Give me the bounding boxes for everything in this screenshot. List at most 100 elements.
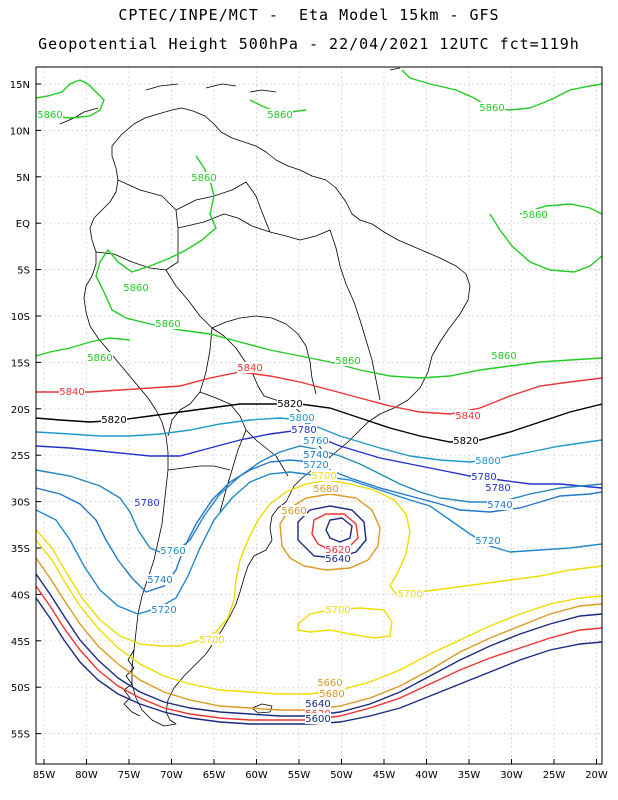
lat-tick-label: 15N: [10, 80, 30, 91]
contour-label-bg: [317, 677, 343, 688]
contour-5860-atlantic: [489, 203, 602, 273]
contour-label-bg: [479, 102, 505, 113]
lon-tick-label: 30W: [500, 770, 523, 781]
contour-label-bg: [191, 172, 217, 183]
contour-label: 5800: [475, 456, 500, 467]
map-title-line-1: CPTEC/INPE/MCT - Eta Model 15km - GFS: [118, 6, 500, 24]
contour-label-bg: [522, 209, 548, 220]
contour-label: 5860: [491, 351, 516, 362]
lat-tick-label: 5N: [16, 173, 30, 184]
lat-tick-label: 40S: [11, 590, 30, 601]
contour-label: 5700: [311, 471, 336, 482]
contour-lines: [36, 69, 602, 725]
lat-tick-label: 25S: [11, 451, 30, 462]
contour-label: 5760: [303, 436, 328, 447]
lon-tick-label: 35W: [458, 770, 481, 781]
contour-label: 5860: [191, 173, 216, 184]
contour-label-bg: [455, 410, 481, 421]
contour-label: 5720: [475, 536, 500, 547]
longitude-axis: 85W 80W 75W 70W 65W 60W 55W 50W 45W 40W 35W 30W 25W 2…: [33, 759, 608, 781]
contour-labels: 5860 5860 5860 5860 5860 5860 5860 5860 5860 5860…: [37, 102, 548, 725]
lon-tick-label: 70W: [160, 770, 183, 781]
contour-5740: [36, 459, 602, 593]
contour-label-bg: [134, 497, 160, 508]
lat-tick-label: 35S: [11, 544, 30, 555]
contour-label: 5620: [325, 545, 350, 556]
contour-label: 5680: [313, 484, 338, 495]
contour-label: 5740: [487, 500, 512, 511]
contour-label: 5600: [305, 714, 330, 725]
contour-label-bg: [59, 386, 85, 397]
lon-tick-label: 45W: [373, 770, 396, 781]
chile-archipelago: [123, 649, 141, 717]
contour-5760: [36, 445, 602, 557]
contour-label: 5780: [485, 483, 510, 494]
contour-label: 5660: [317, 678, 342, 689]
contour-label-bg: [281, 505, 307, 516]
lat-tick-label: 55S: [11, 730, 30, 741]
contour-label: 5760: [160, 546, 185, 557]
contour-label-bg: [267, 109, 293, 120]
contour-label-bg: [237, 362, 263, 373]
contour-label: 5680: [319, 689, 344, 700]
contour-label: 5700: [325, 605, 350, 616]
contour-label-bg: [319, 688, 345, 699]
contour-label: 5860: [87, 353, 112, 364]
contour-south-5640: [36, 585, 602, 721]
contour-label: 5700: [199, 635, 224, 646]
contour-label: 5720: [303, 460, 328, 471]
lat-tick-label: 10S: [11, 312, 30, 323]
contour-label-bg: [151, 604, 177, 615]
contour-label-bg: [305, 713, 331, 724]
lat-tick-label: 30S: [11, 498, 30, 509]
lat-tick-label: 20S: [11, 405, 30, 416]
contour-label-bg: [325, 544, 351, 555]
contour-label-bg: [289, 412, 315, 423]
contour-5860-caribbean: [249, 69, 602, 113]
lon-tick-label: 55W: [288, 770, 311, 781]
contour-label: 5840: [237, 363, 262, 374]
contour-label: 5800: [289, 413, 314, 424]
lon-tick-label: 75W: [118, 770, 141, 781]
contour-label-bg: [101, 414, 127, 425]
contour-label-bg: [325, 604, 351, 615]
contour-label-bg: [303, 435, 329, 446]
contour-south-5660: [36, 573, 602, 717]
contour-5640-low: [311, 513, 359, 551]
contour-5840: [36, 371, 602, 415]
map-frame: [35, 66, 603, 765]
contour-label: 5820: [277, 399, 302, 410]
contour-label-bg: [311, 470, 337, 481]
contour-label-bg: [453, 435, 479, 446]
contour-label: 5840: [455, 411, 480, 422]
contour-label: 5660: [281, 506, 306, 517]
contour-label-bg: [37, 109, 63, 120]
latitude-axis: 15N 10N 5N EQ 5S 10S 15S 20S 25S 30S 35S 40S 45S 50S 5…: [10, 80, 41, 741]
lat-tick-label: 15S: [11, 358, 30, 369]
contour-label: 5860: [335, 356, 360, 367]
contour-label: 5640: [325, 554, 350, 565]
land-borders: [59, 67, 471, 727]
lat-tick-label: 10N: [10, 126, 30, 137]
caribbean-coast: [59, 67, 401, 125]
lon-tick-label: 60W: [245, 770, 268, 781]
contour-label: 5860: [123, 283, 148, 294]
contour-label-bg: [160, 545, 186, 556]
contour-south-5700: [36, 539, 602, 695]
contour-label: 5860: [37, 110, 62, 121]
contour-label-bg: [277, 398, 303, 409]
contour-south-5620: [36, 597, 602, 725]
contour-label-bg: [335, 355, 361, 366]
contour-label-bg: [147, 574, 173, 585]
contour-5860-north: [36, 79, 105, 119]
map-title-line-2: Geopotential Height 500hPa - 22/04/2021 …: [38, 35, 580, 53]
lat-tick-label: 5S: [17, 266, 30, 277]
contour-5680-low: [279, 493, 381, 571]
contour-label-bg: [475, 455, 501, 466]
contour-label-bg: [397, 588, 423, 599]
contour-label: 5780: [471, 472, 496, 483]
contour-label-bg: [303, 459, 329, 470]
contour-label: 5860: [522, 210, 547, 221]
contour-label-bg: [291, 424, 317, 435]
